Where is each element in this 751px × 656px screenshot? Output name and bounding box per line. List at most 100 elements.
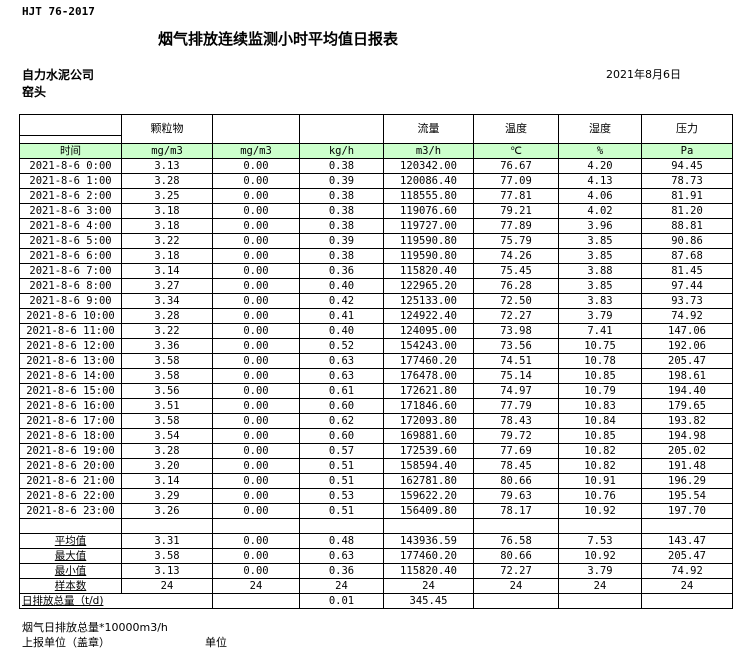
value-cell: 172539.60	[383, 443, 474, 459]
time-cell: 2021-8-6 13:00	[19, 353, 122, 369]
time-cell: 2021-8-6 15:00	[19, 383, 122, 399]
value-cell: 197.70	[641, 503, 733, 519]
value-cell: 75.45	[473, 263, 559, 279]
company-name: 自力水泥公司	[22, 68, 95, 82]
value-cell: 0.00	[212, 203, 300, 219]
value-cell: 10.84	[558, 413, 642, 429]
value-cell: 122965.20	[383, 278, 474, 294]
value-cell: 81.45	[641, 263, 733, 279]
value-cell: 10.79	[558, 383, 642, 399]
value-cell: 119590.80	[383, 248, 474, 264]
table-row: 2021-8-6 11:00 3.22 0.00 0.40 124095.00 73.98…	[19, 323, 733, 339]
time-cell: 2021-8-6 21:00	[19, 473, 122, 489]
time-cell: 2021-8-6 12:00	[19, 338, 122, 354]
value-cell: 0.00	[212, 368, 300, 384]
time-cell: 2021-8-6 3:00	[19, 203, 122, 219]
header-row: 颗粒物 流量 温度 湿度 压力	[19, 114, 733, 144]
flow-note: 烟气日排放总量*10000m3/h	[22, 621, 168, 634]
value-cell: 87.68	[641, 248, 733, 264]
value-cell: 0.41	[299, 308, 384, 324]
table-row: 2021-8-6 13:00 3.58 0.00 0.63 177460.20 74.51…	[19, 353, 733, 369]
time-cell: 2021-8-6 8:00	[19, 278, 122, 294]
value-cell: 0.00	[212, 428, 300, 444]
value-cell: 0.00	[212, 188, 300, 204]
value-cell: 0.42	[299, 293, 384, 309]
summary-row: 最小值 3.13 0.00 0.36 115820.40 72.27 3.79 74.92	[19, 563, 733, 579]
summary-label: 平均值	[19, 533, 122, 549]
value-cell: 115820.40	[383, 263, 474, 279]
table-row: 2021-8-6 6:00 3.18 0.00 0.38 119590.80 74.26 3…	[19, 248, 733, 264]
value-cell: 0.00	[212, 383, 300, 399]
value-cell: 80.66	[473, 548, 559, 564]
page-title: 烟气排放连续监测小时平均值日报表	[158, 30, 399, 48]
table-row: 2021-8-6 19:00 3.28 0.00 0.57 172539.60 77.69…	[19, 443, 733, 459]
value-cell: 0.00	[212, 473, 300, 489]
table-row: 2021-8-6 14:00 3.58 0.00 0.63 176478.00 75.14…	[19, 368, 733, 384]
summary-label: 最小值	[19, 563, 122, 579]
unit-cell: Pa	[641, 143, 733, 159]
value-cell: 72.27	[473, 563, 559, 579]
value-cell: 194.98	[641, 428, 733, 444]
value-cell: 0.60	[299, 398, 384, 414]
value-cell: 3.25	[121, 188, 213, 204]
value-cell: 119076.60	[383, 203, 474, 219]
value-cell: 7.53	[558, 533, 642, 549]
table-row: 2021-8-6 18:00 3.54 0.00 0.60 169881.60 79.72…	[19, 428, 733, 444]
time-cell: 2021-8-6 16:00	[19, 398, 122, 414]
value-cell: 0.51	[299, 503, 384, 519]
value-cell: 24	[473, 578, 559, 594]
value-cell: 3.83	[558, 293, 642, 309]
header-cell: 压力	[641, 114, 733, 144]
value-cell: 7.41	[558, 323, 642, 339]
value-cell: 74.92	[641, 563, 733, 579]
value-cell: 0.39	[299, 233, 384, 249]
value-cell: 3.14	[121, 473, 213, 489]
unit-cell: m3/h	[383, 143, 474, 159]
value-cell: 177460.20	[383, 353, 474, 369]
time-cell: 2021-8-6 11:00	[19, 323, 122, 339]
value-cell: 3.88	[558, 263, 642, 279]
value-cell: 0.00	[212, 413, 300, 429]
value-cell: 73.98	[473, 323, 559, 339]
time-cell: 2021-8-6 1:00	[19, 173, 122, 189]
value-cell: 3.28	[121, 173, 213, 189]
value-cell: 0.00	[212, 398, 300, 414]
value-cell: 88.81	[641, 218, 733, 234]
value-cell: 147.06	[641, 323, 733, 339]
unit-cell: mg/m3	[121, 143, 213, 159]
value-cell: 3.58	[121, 368, 213, 384]
value-cell: 0.63	[299, 368, 384, 384]
empty-cell	[641, 518, 733, 534]
value-cell: 118555.80	[383, 188, 474, 204]
header-cell	[212, 114, 300, 144]
value-cell: 205.47	[641, 353, 733, 369]
value-cell: 10.76	[558, 488, 642, 504]
value-cell: 78.45	[473, 458, 559, 474]
daily-total-row: 日排放总量（t/d) 0.01 345.45	[19, 593, 733, 609]
value-cell: 192.06	[641, 338, 733, 354]
value-cell: 191.48	[641, 458, 733, 474]
value-cell: 119590.80	[383, 233, 474, 249]
value-cell: 3.31	[121, 533, 213, 549]
header-cell	[299, 114, 384, 144]
table-row: 2021-8-6 20:00 3.20 0.00 0.51 158594.40 78.45…	[19, 458, 733, 474]
time-cell: 2021-8-6 2:00	[19, 188, 122, 204]
summary-label: 最大值	[19, 548, 122, 564]
value-cell: 76.28	[473, 278, 559, 294]
value-cell: 79.72	[473, 428, 559, 444]
value-cell: 4.02	[558, 203, 642, 219]
value-cell: 177460.20	[383, 548, 474, 564]
value-cell: 115820.40	[383, 563, 474, 579]
table-row: 2021-8-6 10:00 3.28 0.00 0.41 124922.40 72.27…	[19, 308, 733, 324]
value-cell: 120342.00	[383, 158, 474, 174]
value-cell: 24	[558, 578, 642, 594]
time-cell: 2021-8-6 9:00	[19, 293, 122, 309]
value-cell: 77.69	[473, 443, 559, 459]
table-row: 2021-8-6 23:00 3.26 0.00 0.51 156409.80 78.17…	[19, 503, 733, 519]
value-cell: 80.66	[473, 473, 559, 489]
value-cell: 74.26	[473, 248, 559, 264]
value-cell: 0.00	[212, 233, 300, 249]
value-cell: 0.00	[212, 293, 300, 309]
time-cell: 2021-8-6 20:00	[19, 458, 122, 474]
header-cell: 温度	[473, 114, 559, 144]
